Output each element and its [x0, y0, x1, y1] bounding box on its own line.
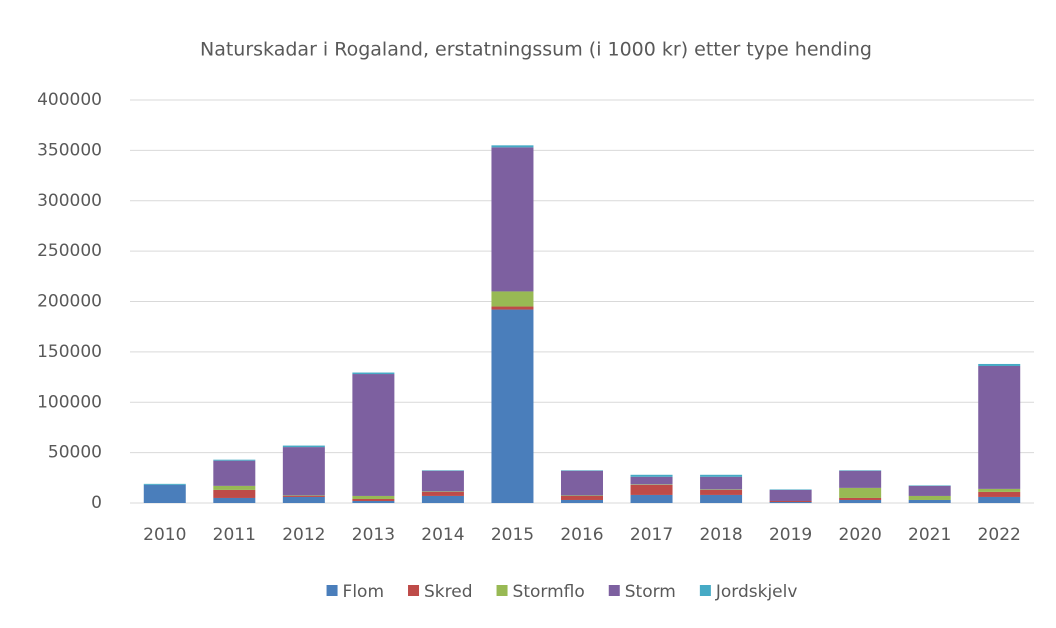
- bar-segment: [352, 500, 395, 503]
- bar-segment: [839, 470, 882, 471]
- bar-segment: [769, 501, 812, 503]
- legend-label: Flom: [343, 582, 384, 602]
- x-tick-label: 2020: [839, 525, 882, 545]
- bar-segment: [630, 476, 673, 485]
- bar-segment: [561, 470, 603, 496]
- bar-segment: [282, 496, 325, 503]
- bar-segment: [213, 489, 256, 498]
- bar-segment: [839, 470, 882, 488]
- bar-segment: [282, 495, 325, 496]
- bar-segment: [213, 485, 256, 490]
- bar-segment: [700, 474, 743, 477]
- bar-segment: [839, 487, 882, 498]
- bar-segment: [908, 485, 951, 486]
- bar-segment: [769, 489, 812, 490]
- x-tick-label: 2019: [769, 525, 812, 545]
- y-tick-label: 200000: [37, 292, 102, 312]
- legend-label: Stormflo: [513, 582, 585, 602]
- bar-segment: [839, 497, 882, 500]
- bar-segment: [978, 491, 1021, 497]
- bar-segment: [561, 470, 603, 471]
- bar-segment: [491, 147, 534, 292]
- bar-segment: [421, 495, 464, 503]
- bar-segment: [352, 372, 395, 375]
- legend-swatch: [699, 585, 711, 596]
- bar-segment: [908, 499, 951, 503]
- legend-swatch: [496, 585, 508, 596]
- bar-segment: [213, 497, 256, 503]
- bar-segment: [491, 145, 534, 148]
- x-tick-label: 2022: [978, 525, 1021, 545]
- bar-segment: [630, 474, 673, 477]
- bar-segment: [352, 495, 395, 499]
- bar-segment: [630, 494, 673, 503]
- bar-segment: [978, 496, 1021, 503]
- legend-label: Storm: [625, 582, 676, 602]
- bar-segment: [421, 470, 464, 471]
- y-tick-label: 0: [91, 493, 102, 513]
- y-tick-label: 150000: [37, 342, 102, 362]
- x-tick-label: 2010: [143, 525, 186, 545]
- bar-segment: [352, 374, 395, 496]
- y-tick-label: 300000: [37, 191, 102, 211]
- bar-segment: [700, 489, 743, 495]
- bar-segment: [839, 499, 882, 503]
- x-tick-label: 2014: [421, 525, 464, 545]
- bar-segment: [561, 495, 603, 500]
- bar-segment: [700, 476, 743, 490]
- x-tick-label: 2015: [491, 525, 534, 545]
- x-tick-label: 2021: [908, 525, 951, 545]
- bar-segment: [978, 365, 1021, 489]
- legend-swatch: [326, 585, 338, 596]
- bar-segment: [421, 491, 464, 496]
- bar-segment: [143, 484, 186, 503]
- legend-label: Skred: [424, 582, 473, 602]
- bar-segment: [491, 291, 534, 307]
- chart-title: Naturskadar i Rogaland, erstatningssum (…: [200, 39, 872, 61]
- y-tick-label: 100000: [37, 392, 102, 412]
- y-tick-label: 400000: [37, 90, 102, 110]
- bar-segment: [282, 447, 325, 496]
- x-tick-label: 2012: [282, 525, 325, 545]
- bar-segment: [491, 306, 534, 310]
- legend-label: Jordskjelv: [715, 582, 798, 602]
- bar-segment: [630, 484, 673, 495]
- y-tick-label: 350000: [37, 140, 102, 160]
- bar-segment: [491, 309, 534, 503]
- x-tick-label: 2013: [352, 525, 395, 545]
- bar-segment: [421, 491, 464, 492]
- bar-segment: [978, 363, 1021, 366]
- bar-segment: [700, 494, 743, 503]
- legend-swatch: [608, 585, 620, 596]
- bar-segment: [282, 445, 325, 448]
- bar-segment: [561, 499, 603, 503]
- bar-segment: [561, 495, 603, 496]
- legend-swatch: [408, 585, 420, 596]
- bar-segment: [978, 488, 1021, 492]
- bar-segment: [700, 489, 743, 490]
- x-tick-label: 2011: [213, 525, 256, 545]
- bar-segment: [213, 459, 256, 461]
- bar-segment: [630, 484, 673, 485]
- y-tick-label: 250000: [37, 241, 102, 261]
- x-tick-label: 2017: [630, 525, 673, 545]
- y-tick-label: 50000: [48, 443, 102, 463]
- x-tick-label: 2018: [699, 525, 742, 545]
- bar-segment: [769, 500, 812, 502]
- bar-segment: [352, 498, 395, 501]
- bar-segment: [769, 489, 812, 501]
- bar-segment: [908, 485, 951, 496]
- x-tick-label: 2016: [560, 525, 603, 545]
- bar-segment: [421, 470, 464, 492]
- bar-segment: [143, 483, 186, 485]
- bar-segment: [908, 495, 951, 500]
- bar-segment: [213, 460, 256, 486]
- bar-segment: [282, 495, 325, 497]
